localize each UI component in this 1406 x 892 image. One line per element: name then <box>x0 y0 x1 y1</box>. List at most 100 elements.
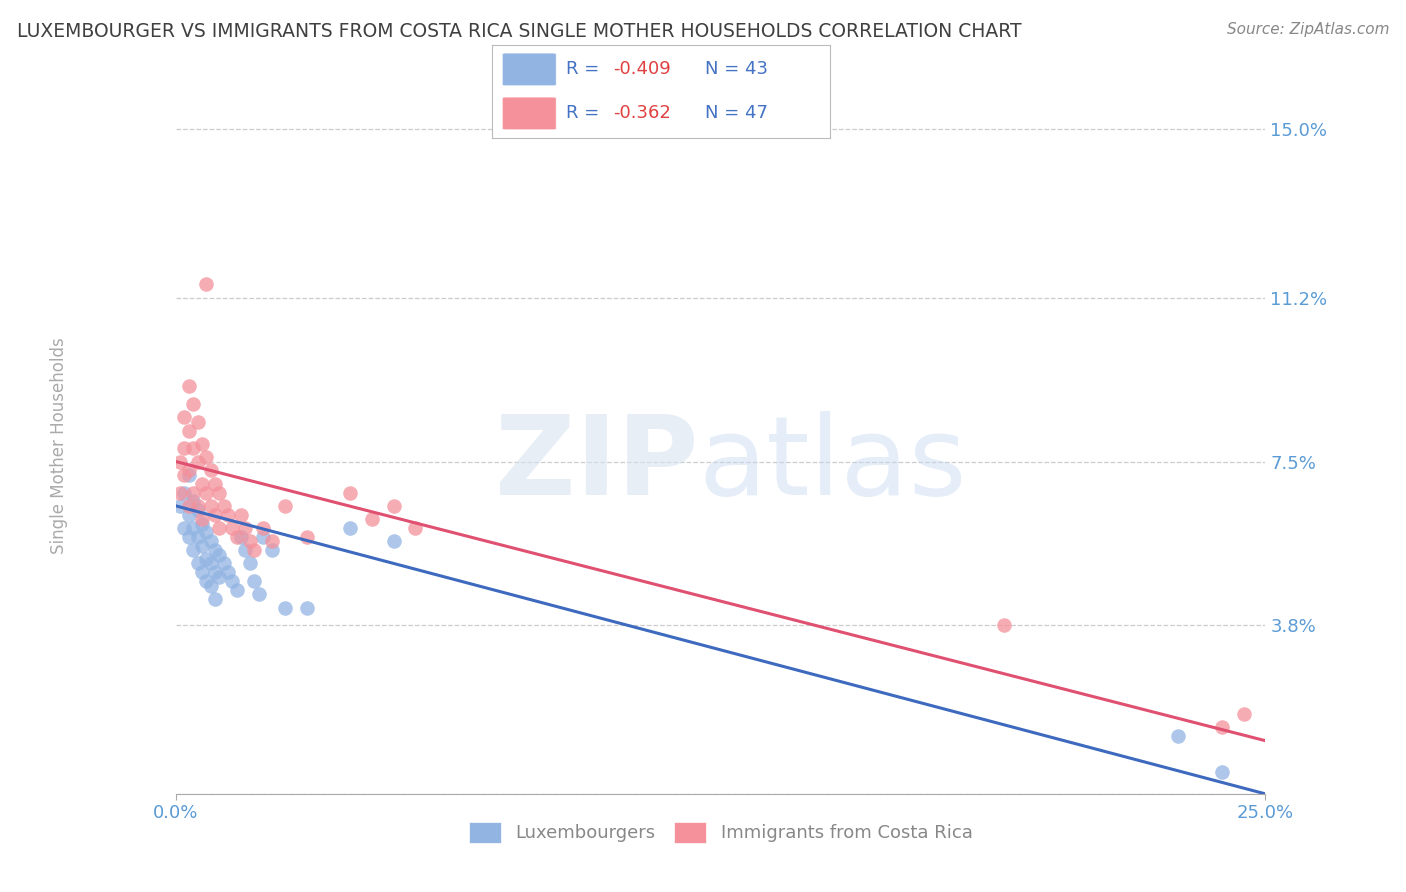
Point <box>204 566 226 580</box>
Point <box>1232 707 1256 722</box>
Point <box>191 476 214 491</box>
Point <box>231 508 253 522</box>
Point <box>191 539 214 553</box>
Point <box>212 557 235 571</box>
Point <box>191 512 214 526</box>
Point <box>177 499 200 513</box>
Point <box>208 548 231 562</box>
Point <box>405 521 427 535</box>
Point <box>177 508 200 522</box>
Point <box>181 521 204 535</box>
Point <box>200 499 222 513</box>
Point <box>204 508 226 522</box>
Point <box>181 485 204 500</box>
Point <box>212 499 235 513</box>
Point <box>191 566 214 580</box>
Point <box>339 521 361 535</box>
Point <box>235 543 257 558</box>
Point <box>221 521 243 535</box>
Point <box>200 579 222 593</box>
Text: N = 43: N = 43 <box>704 60 768 78</box>
Point <box>186 499 209 513</box>
Point <box>195 574 218 589</box>
Point <box>204 476 226 491</box>
Point <box>239 534 262 549</box>
Point <box>225 530 247 544</box>
Point <box>252 521 274 535</box>
Point <box>173 485 195 500</box>
Point <box>186 557 209 571</box>
Point <box>195 552 218 566</box>
Point <box>181 494 204 508</box>
Point <box>173 442 195 456</box>
Point <box>181 397 204 411</box>
Legend: Luxembourgers, Immigrants from Costa Rica: Luxembourgers, Immigrants from Costa Ric… <box>461 814 980 850</box>
Point <box>221 574 243 589</box>
Point <box>225 582 247 597</box>
Point <box>173 410 195 425</box>
Point <box>186 415 209 429</box>
Text: ZIP: ZIP <box>495 410 699 517</box>
Point <box>200 534 222 549</box>
Point <box>195 525 218 540</box>
Point <box>208 570 231 584</box>
Point <box>169 485 191 500</box>
Point <box>177 467 200 482</box>
Text: -0.362: -0.362 <box>613 104 672 122</box>
Point <box>200 557 222 571</box>
Point <box>177 463 200 477</box>
Point <box>993 618 1015 632</box>
Point <box>195 485 218 500</box>
Point <box>247 587 270 601</box>
Point <box>186 503 209 517</box>
Point <box>217 566 239 580</box>
Text: atlas: atlas <box>699 410 967 517</box>
Point <box>208 521 231 535</box>
Point <box>177 530 200 544</box>
Point <box>260 543 283 558</box>
Point <box>360 512 382 526</box>
Point <box>177 379 200 393</box>
Point <box>169 499 191 513</box>
Point <box>274 499 297 513</box>
Text: Single Mother Households: Single Mother Households <box>51 338 67 554</box>
Point <box>1167 729 1189 743</box>
Point <box>195 277 218 292</box>
Point <box>191 516 214 531</box>
Point <box>243 574 266 589</box>
Text: N = 47: N = 47 <box>704 104 768 122</box>
Text: Source: ZipAtlas.com: Source: ZipAtlas.com <box>1226 22 1389 37</box>
Point <box>235 521 257 535</box>
Point <box>1211 764 1233 779</box>
Point <box>200 463 222 477</box>
Point <box>239 557 262 571</box>
Text: R =: R = <box>567 104 606 122</box>
Text: -0.409: -0.409 <box>613 60 671 78</box>
Point <box>195 450 218 464</box>
Point <box>204 591 226 606</box>
Point <box>339 485 361 500</box>
Point <box>382 534 405 549</box>
Point <box>186 454 209 468</box>
Point <box>173 521 195 535</box>
Point <box>382 499 405 513</box>
Point <box>231 530 253 544</box>
Point <box>295 530 318 544</box>
Point <box>252 530 274 544</box>
Point <box>204 543 226 558</box>
Text: R =: R = <box>567 60 606 78</box>
Point <box>260 534 283 549</box>
Point <box>186 530 209 544</box>
Text: LUXEMBOURGER VS IMMIGRANTS FROM COSTA RICA SINGLE MOTHER HOUSEHOLDS CORRELATION : LUXEMBOURGER VS IMMIGRANTS FROM COSTA RI… <box>17 22 1022 41</box>
Point <box>181 442 204 456</box>
FancyBboxPatch shape <box>502 53 557 86</box>
Point <box>191 437 214 451</box>
Point <box>208 485 231 500</box>
Point <box>1211 720 1233 734</box>
Point <box>181 543 204 558</box>
Point <box>274 600 297 615</box>
Point <box>217 508 239 522</box>
Point <box>177 424 200 438</box>
Point <box>169 454 191 468</box>
Point <box>243 543 266 558</box>
